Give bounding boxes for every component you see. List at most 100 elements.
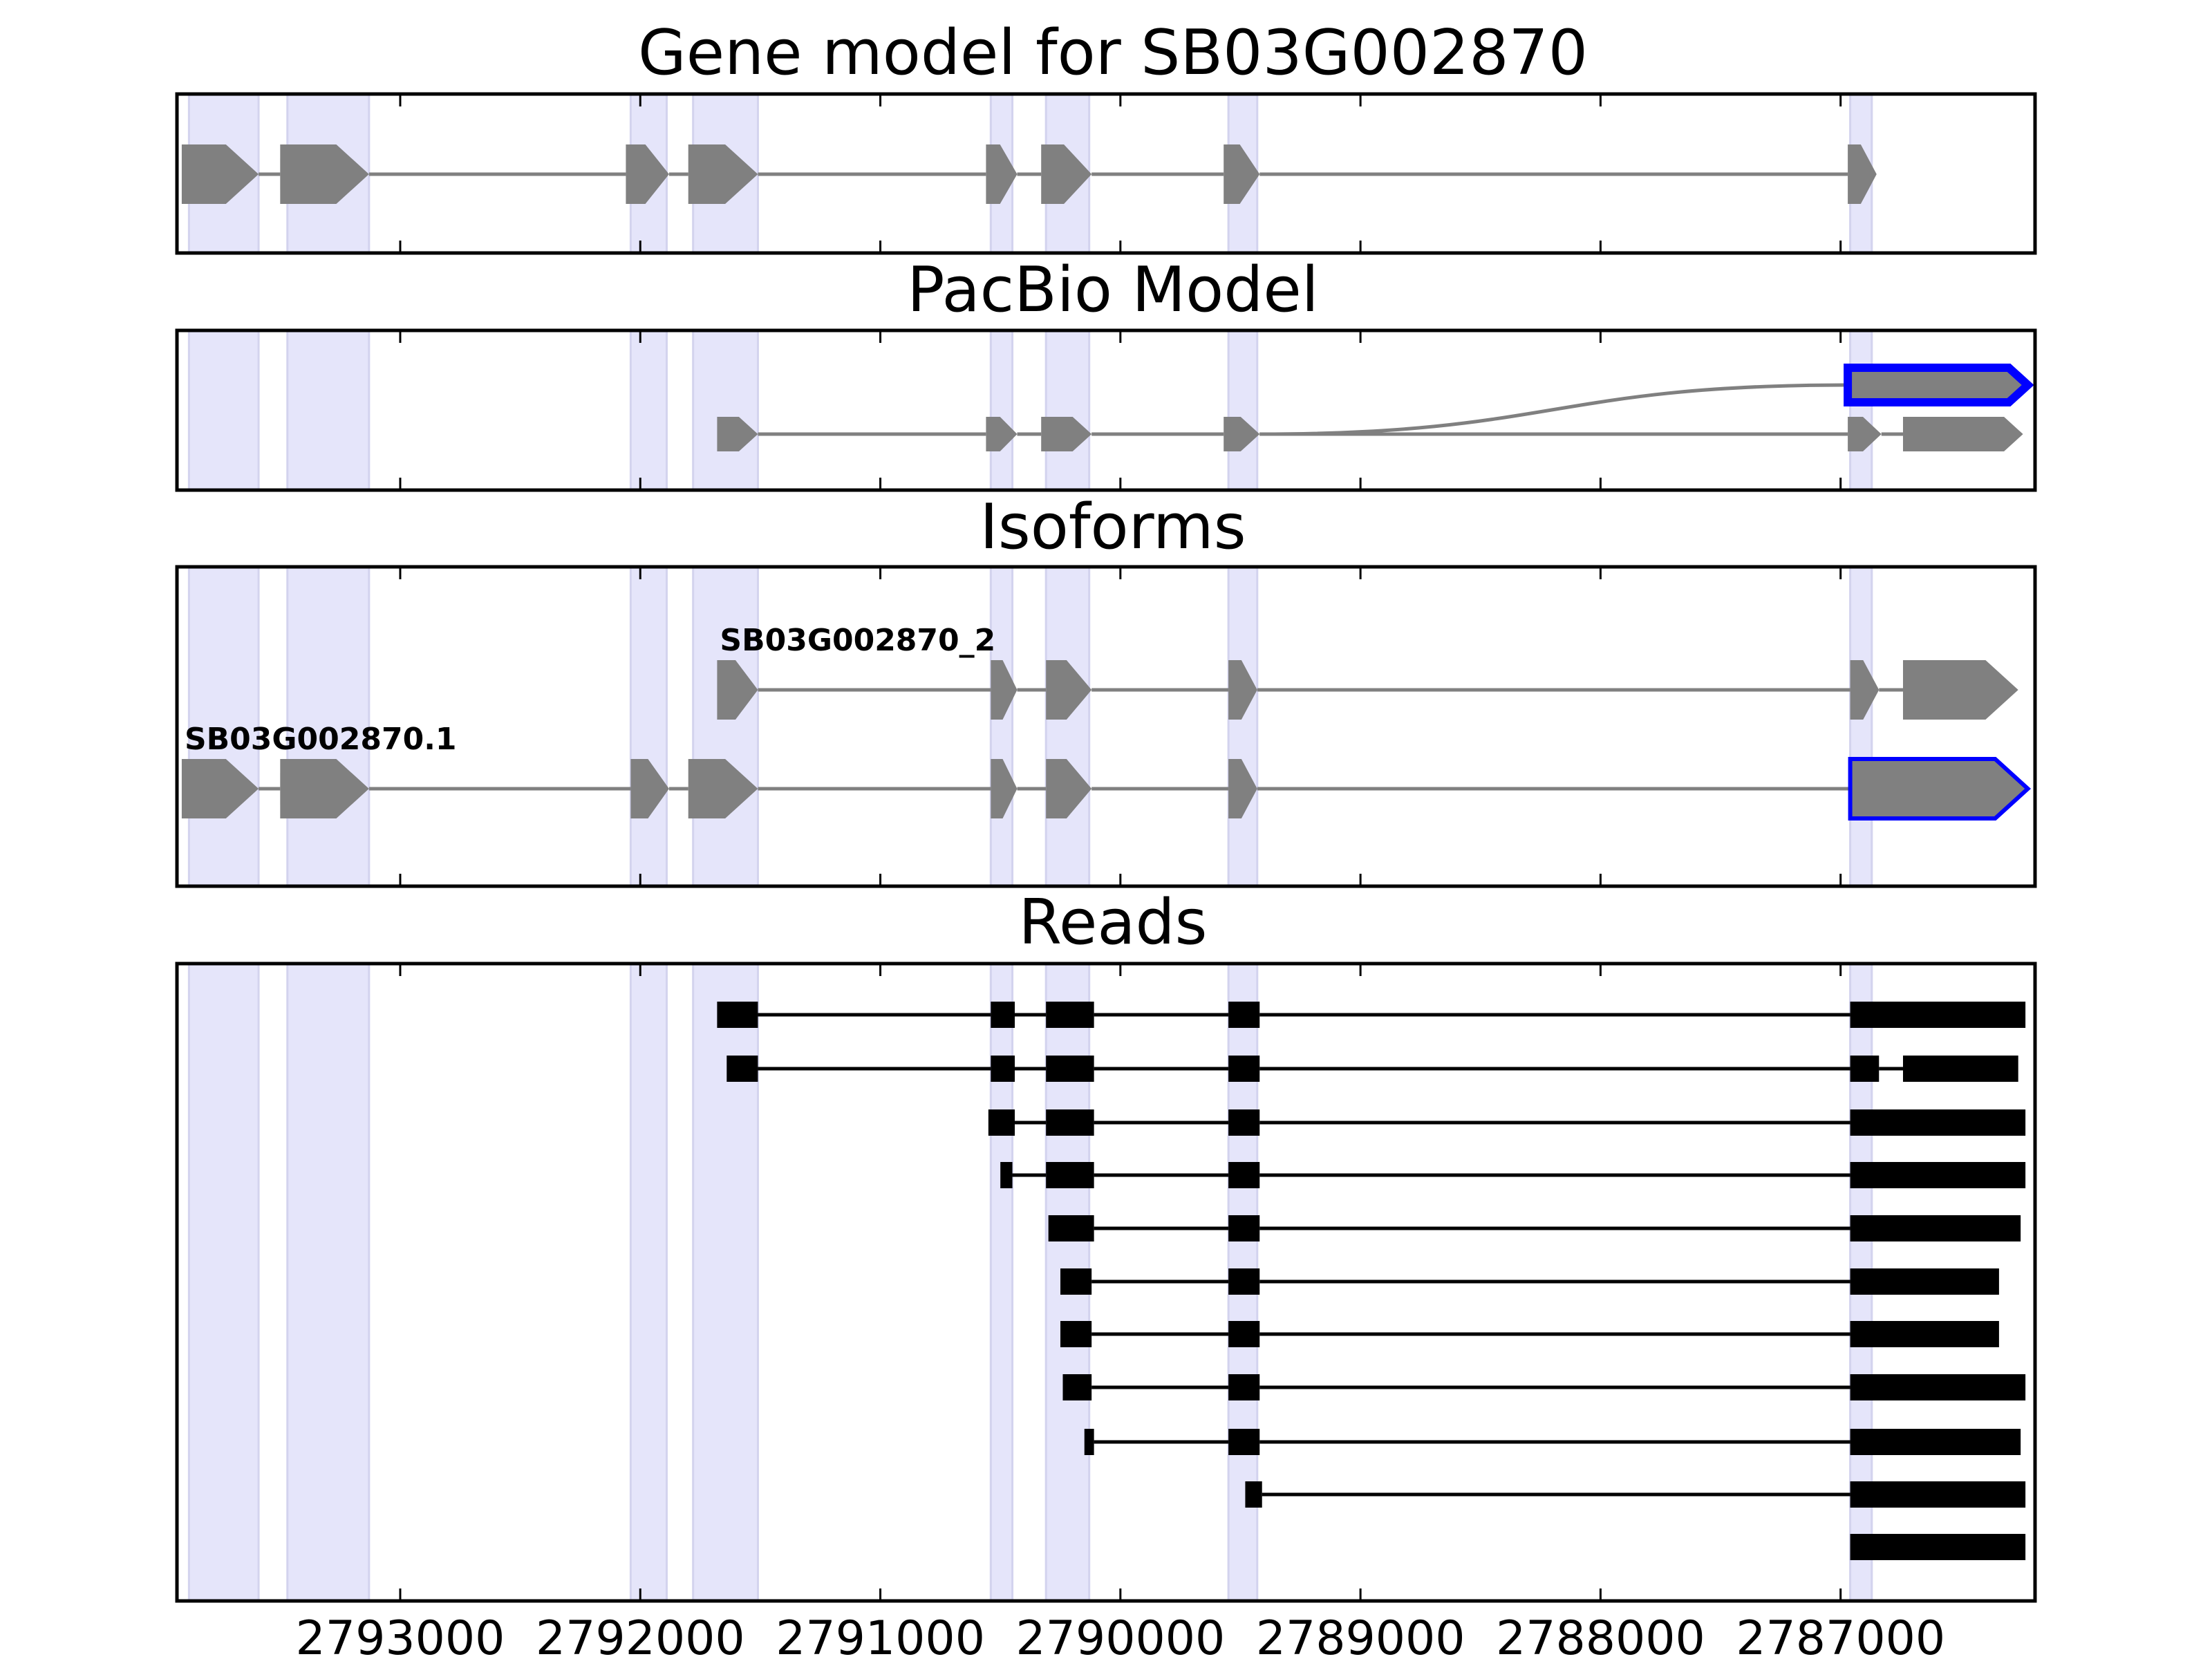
- x-tick-label: 2793000: [296, 1611, 505, 1659]
- read-block: [1062, 1374, 1092, 1400]
- exon: [1848, 417, 1882, 451]
- read-block: [1228, 1109, 1260, 1136]
- read-block: [1060, 1268, 1092, 1295]
- panel-frame: [175, 962, 2037, 1603]
- panel-title-gene-model: Gene model for SB03G002870: [638, 17, 1588, 89]
- read-block: [1228, 1321, 1260, 1347]
- exon: [986, 417, 1018, 451]
- read-block: [1000, 1162, 1013, 1188]
- read-block: [1228, 1215, 1260, 1241]
- read-block: [991, 1056, 1015, 1082]
- exon-band: [1227, 329, 1259, 491]
- read-block: [1228, 1056, 1260, 1082]
- exon-band: [187, 329, 260, 491]
- panel-frame: [175, 92, 2037, 255]
- exon: [1046, 759, 1092, 818]
- read-block: [1850, 1268, 1999, 1295]
- plot-layer: SB03G002870_2 SB03G002870.1: [175, 92, 2037, 1603]
- read-block: [1850, 1002, 2026, 1028]
- x-tick-label: 2790000: [1015, 1611, 1225, 1659]
- exon: [1228, 759, 1257, 818]
- read-block: [1228, 1429, 1260, 1455]
- read-block: [1850, 1429, 2021, 1455]
- x-tick-label: 2792000: [536, 1611, 745, 1659]
- splice-junction-curve: [1259, 383, 1848, 436]
- read-block: [1046, 1002, 1094, 1028]
- exon: [1224, 144, 1260, 204]
- exon-band: [286, 962, 371, 1602]
- read-block: [1850, 1056, 1880, 1082]
- x-tick-label: 2787000: [1736, 1611, 1945, 1659]
- exon: [280, 144, 369, 204]
- read-block: [1850, 1109, 2026, 1136]
- exon: [630, 759, 669, 818]
- exon-band: [989, 329, 1014, 491]
- exon-band: [629, 329, 668, 491]
- exon: [1848, 144, 1877, 204]
- x-tick-label: 2789000: [1256, 1611, 1465, 1659]
- read-block: [1046, 1056, 1094, 1082]
- read-block: [1902, 1056, 2018, 1082]
- exon: [717, 660, 758, 720]
- exon-band: [692, 565, 759, 888]
- read-block: [1850, 1162, 2026, 1188]
- read-block: [991, 1002, 1015, 1028]
- read-block: [1046, 1109, 1094, 1136]
- exon: [1850, 660, 1880, 720]
- isoform-label: SB03G002870_2: [720, 623, 995, 658]
- panel-title-reads: Reads: [1018, 886, 1207, 959]
- exon-band: [629, 565, 668, 888]
- read-block: [1228, 1374, 1260, 1400]
- exon: [181, 759, 259, 818]
- read-block: [1850, 1321, 1999, 1347]
- x-axis: 2793000 2792000 2791000 2790000 2789000 27880…: [296, 1611, 1946, 1659]
- exon: [1844, 364, 2034, 406]
- read-block: [1850, 1215, 2021, 1241]
- read-block: [1850, 1534, 2026, 1560]
- exon-band: [187, 962, 260, 1602]
- exon: [1041, 417, 1092, 451]
- exon-band: [1849, 329, 1873, 491]
- read-block: [988, 1109, 1015, 1136]
- exon-band: [1044, 329, 1091, 491]
- exon: [688, 759, 758, 818]
- panel-title-isoforms: Isoforms: [980, 491, 1246, 563]
- x-tick-label: 2791000: [776, 1611, 985, 1659]
- panel-title-pacbio-model: PacBio Model: [907, 254, 1319, 326]
- exon: [1903, 417, 2023, 451]
- exon-band: [1044, 565, 1091, 888]
- panel-frame: [175, 565, 2037, 888]
- exon: [1046, 660, 1092, 720]
- read-block: [1850, 1481, 2026, 1508]
- isoform-label: SB03G002870.1: [185, 722, 457, 757]
- read-block: [1228, 1162, 1260, 1188]
- exon: [280, 759, 369, 818]
- read-block: [1084, 1429, 1094, 1455]
- exon: [991, 759, 1018, 818]
- exon-band: [629, 962, 668, 1602]
- exon: [688, 144, 758, 204]
- exon-band: [286, 329, 371, 491]
- x-tick-label: 2788000: [1496, 1611, 1705, 1659]
- exon-band: [989, 565, 1014, 888]
- exon-band: [692, 329, 759, 491]
- exon: [1903, 660, 2018, 720]
- exon-band: [1849, 565, 1873, 888]
- exon: [986, 144, 1018, 204]
- exon: [991, 660, 1018, 720]
- read-block: [1060, 1321, 1092, 1347]
- exon: [717, 417, 758, 451]
- read-block: [1850, 1374, 2026, 1400]
- exon-band: [1227, 565, 1259, 888]
- panel-frame: [175, 328, 2037, 492]
- exon: [1228, 660, 1257, 720]
- exon: [1224, 417, 1260, 451]
- exon: [626, 144, 669, 204]
- read-block: [1046, 1162, 1094, 1188]
- read-block: [727, 1056, 758, 1082]
- read-block: [717, 1002, 758, 1028]
- read-block: [1228, 1002, 1260, 1028]
- exon: [181, 144, 259, 204]
- read-block: [1048, 1215, 1094, 1241]
